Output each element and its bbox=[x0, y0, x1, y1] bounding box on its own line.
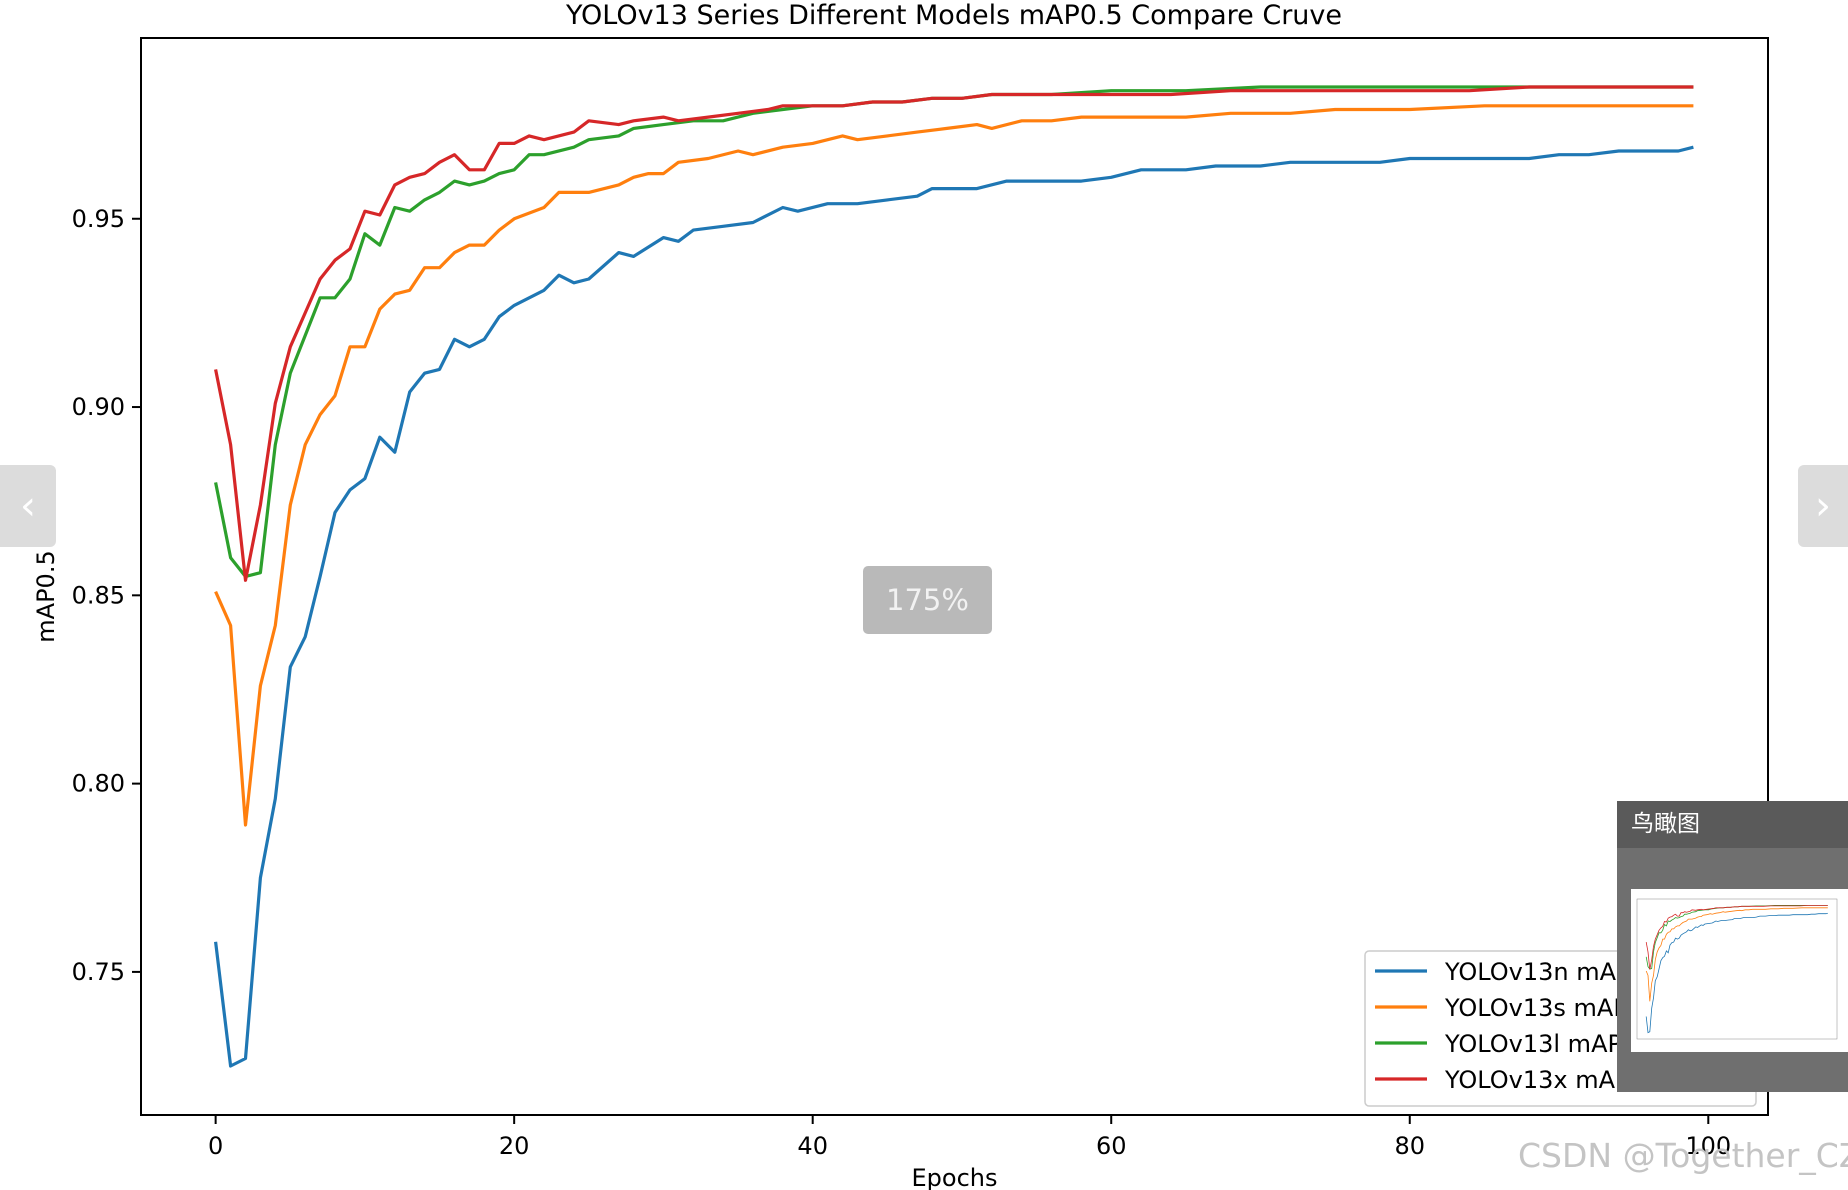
series-line-3 bbox=[214, 85, 1694, 582]
birdview-title: 鸟瞰图 bbox=[1617, 801, 1848, 848]
y-tick-label: 0.85 bbox=[72, 581, 125, 609]
plot-frame bbox=[140, 37, 1769, 1116]
birdview-thumbnail-plot bbox=[1636, 898, 1838, 1040]
x-tick-label: 0 bbox=[208, 1132, 223, 1160]
y-axis: 0.75 0.80 0.85 0.90 0.95 bbox=[72, 205, 141, 986]
x-axis: 0 20 40 60 80 100 bbox=[208, 1115, 1731, 1160]
series-line-1 bbox=[214, 104, 1694, 827]
zoom-indicator: 175% bbox=[863, 566, 992, 634]
birdview-series-3 bbox=[1645, 905, 1828, 970]
y-tick-label: 0.75 bbox=[72, 958, 125, 986]
prev-image-button[interactable]: ‹ bbox=[0, 465, 56, 547]
y-axis-label: mAP0.5 bbox=[32, 550, 60, 642]
series-line-0 bbox=[214, 145, 1694, 1068]
chevron-right-icon: › bbox=[1815, 483, 1831, 529]
plot-area bbox=[214, 85, 1694, 1068]
x-tick-label: 20 bbox=[499, 1132, 530, 1160]
y-tick-label: 0.95 bbox=[72, 205, 125, 233]
watermark: CSDN @Together_CZ bbox=[1518, 1136, 1848, 1175]
birdview-frame bbox=[1636, 898, 1838, 1040]
next-image-button[interactable]: › bbox=[1798, 465, 1848, 547]
birdview-series-0 bbox=[1645, 912, 1828, 1034]
series-line-2 bbox=[214, 85, 1694, 579]
y-tick-label: 0.80 bbox=[72, 770, 125, 798]
x-axis-label: Epochs bbox=[912, 1164, 998, 1190]
birdview-thumbnail[interactable] bbox=[1631, 889, 1848, 1052]
x-tick-label: 40 bbox=[797, 1132, 828, 1160]
chevron-left-icon: ‹ bbox=[20, 483, 36, 529]
x-tick-label: 100 bbox=[1685, 1132, 1731, 1160]
x-tick-label: 80 bbox=[1394, 1132, 1425, 1160]
x-tick-label: 60 bbox=[1096, 1132, 1127, 1160]
birdview-series-1 bbox=[1645, 907, 1828, 1002]
chart-title: YOLOv13 Series Different Models mAP0.5 C… bbox=[565, 0, 1342, 31]
y-tick-label: 0.90 bbox=[72, 393, 125, 421]
birdview-panel[interactable]: 鸟瞰图 bbox=[1617, 801, 1848, 1092]
